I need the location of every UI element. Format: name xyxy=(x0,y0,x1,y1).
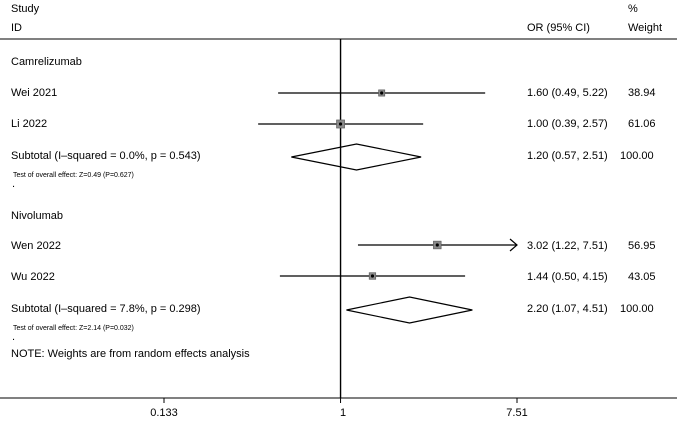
subtotal-label-camrelizumab: Subtotal (I–squared = 0.0%, p = 0.543) xyxy=(11,150,201,162)
header-study: Study xyxy=(11,3,40,15)
subtotal-or-camrelizumab: 1.20 (0.57, 2.51) xyxy=(527,150,608,162)
study-or-li-2022: 1.00 (0.39, 2.57) xyxy=(527,118,608,130)
study-or-wei-2021: 1.60 (0.49, 5.22) xyxy=(527,87,608,99)
study-or-wen-2022: 3.02 (1.22, 7.51) xyxy=(527,240,608,252)
header-or-ci: OR (95% CI) xyxy=(527,22,590,34)
x-tick-label-1: 1 xyxy=(340,407,346,419)
overall-effect-nivolumab: Test of overall effect: Z=2.14 (P=0.032) xyxy=(13,325,134,332)
study-weight-li-2022: 61.06 xyxy=(628,118,656,130)
ci-arrow-wen-2022 xyxy=(509,238,518,252)
subtotal-or-nivolumab: 2.20 (1.07, 4.51) xyxy=(527,303,608,315)
study-label-wei-2021: Wei 2021 xyxy=(11,87,57,99)
study-label-li-2022: Li 2022 xyxy=(11,118,47,130)
group-label-camrelizumab: Camrelizumab xyxy=(11,56,82,68)
x-tick-label-751: 7.51 xyxy=(506,407,527,419)
header-weight: Weight xyxy=(628,22,662,34)
subtotal-label-nivolumab: Subtotal (I–squared = 7.8%, p = 0.298) xyxy=(11,303,201,315)
study-or-wu-2022: 1.44 (0.50, 4.15) xyxy=(527,271,608,283)
study-weight-wei-2021: 38.94 xyxy=(628,87,656,99)
dot-mark-1: . xyxy=(12,178,15,190)
subtotal-diamond-nivolumab xyxy=(346,296,473,324)
point-estimate-wen-2022 xyxy=(435,243,439,247)
subtotal-weight-nivolumab: 100.00 xyxy=(620,303,654,315)
study-weight-wu-2022: 43.05 xyxy=(628,271,656,283)
note-text: NOTE: Weights are from random effects an… xyxy=(11,348,250,360)
header-id: ID xyxy=(11,22,22,34)
study-label-wen-2022: Wen 2022 xyxy=(11,240,61,252)
point-estimate-li-2022 xyxy=(338,122,343,126)
study-label-wu-2022: Wu 2022 xyxy=(11,271,55,283)
header-percent: % xyxy=(628,3,638,15)
point-estimate-wei-2021 xyxy=(380,91,384,95)
subtotal-weight-camrelizumab: 100.00 xyxy=(620,150,654,162)
point-estimate-wu-2022 xyxy=(370,274,375,278)
dot-mark-2: . xyxy=(12,331,15,343)
forest-marks xyxy=(163,39,518,403)
study-weight-wen-2022: 56.95 xyxy=(628,240,656,252)
group-label-nivolumab: Nivolumab xyxy=(11,210,63,222)
x-tick-label-0133: 0.133 xyxy=(150,407,178,419)
subtotal-diamond-camrelizumab xyxy=(291,143,422,171)
overall-effect-camrelizumab: Test of overall effect: Z=0.49 (P=0.627) xyxy=(13,172,134,179)
